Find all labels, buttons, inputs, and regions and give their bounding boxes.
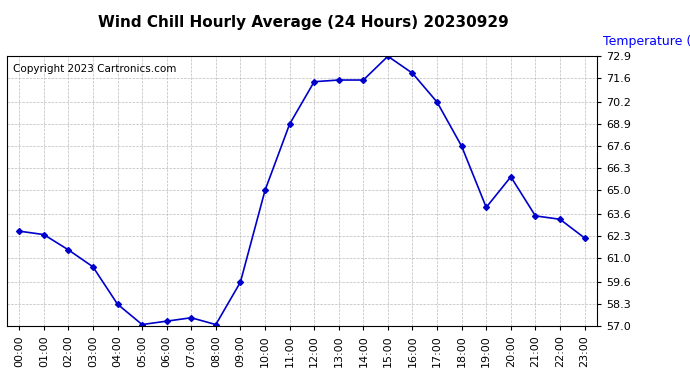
Text: Temperature (°F): Temperature (°F) bbox=[603, 35, 690, 48]
Text: Wind Chill Hourly Average (24 Hours) 20230929: Wind Chill Hourly Average (24 Hours) 202… bbox=[98, 15, 509, 30]
Text: Copyright 2023 Cartronics.com: Copyright 2023 Cartronics.com bbox=[13, 64, 176, 74]
